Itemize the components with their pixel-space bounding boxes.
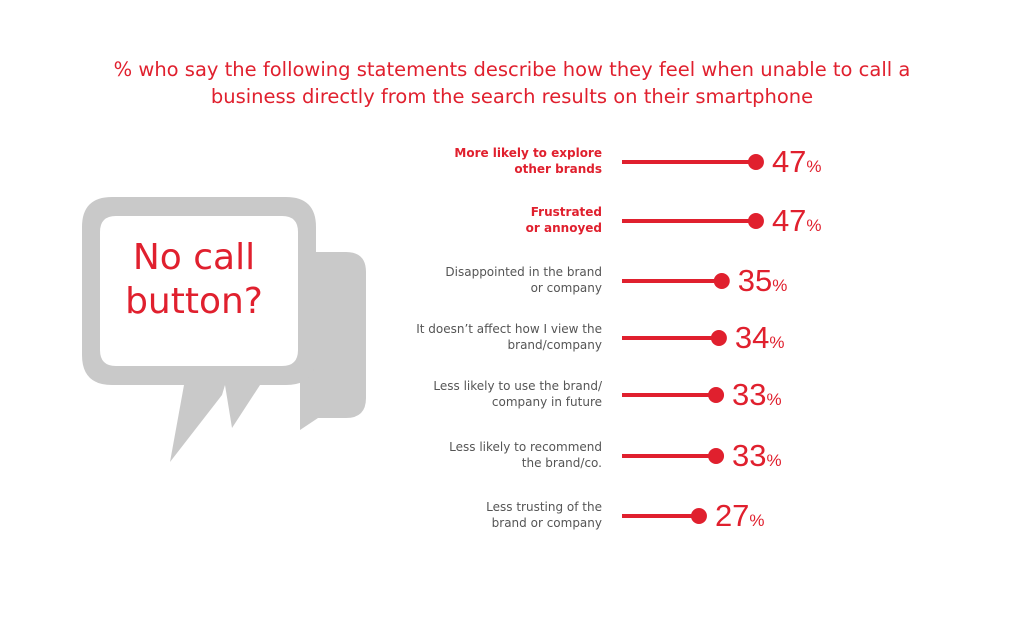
bubble-text-line-1: No call — [132, 237, 256, 278]
value-number-7: 27 — [714, 498, 750, 533]
category-label-7: Less trusting of the brand or company — [362, 499, 602, 531]
value-unit-2: % — [806, 216, 822, 235]
category-label-4: It doesn’t affect how I view the brand/co… — [362, 321, 602, 353]
bar-end-dot-6 — [708, 448, 725, 464]
value-number-2: 47 — [771, 203, 807, 238]
bar-end-dot-3 — [713, 273, 730, 289]
category-label-4-line-2: brand/company — [507, 338, 602, 352]
bar-end-dot-5 — [708, 387, 725, 403]
value-label-4: 34% — [735, 322, 785, 353]
value-label-5: 33% — [732, 379, 782, 410]
category-label-3-line-1: Disappointed in the brand — [445, 265, 602, 279]
value-label-3: 35% — [738, 265, 788, 296]
category-label-7-line-2: brand or company — [491, 516, 602, 530]
value-number-5: 33 — [732, 377, 767, 412]
value-label-1: 47% — [772, 146, 822, 177]
value-number-1: 47 — [771, 144, 807, 179]
value-label-2: 47% — [772, 205, 822, 236]
value-unit-5: % — [766, 390, 782, 409]
value-unit-3: % — [772, 276, 788, 295]
category-label-3-line-2: or company — [530, 281, 602, 295]
bubble-text: No call button? — [104, 236, 284, 324]
chart-title: % who say the following statements descr… — [0, 56, 1024, 110]
category-label-1-line-2: other brands — [514, 162, 602, 176]
value-unit-6: % — [766, 451, 782, 470]
value-number-4: 34 — [734, 320, 770, 355]
value-label-6: 33% — [732, 440, 782, 471]
category-label-2-line-2: or annoyed — [525, 221, 602, 235]
value-number-3: 35 — [737, 263, 773, 298]
front-speech-bubble — [82, 197, 316, 462]
bar-end-dot-1 — [747, 154, 764, 170]
bar-end-dot-2 — [747, 213, 764, 229]
value-label-7: 27% — [715, 500, 765, 531]
category-label-2: Frustrated or annoyed — [362, 204, 602, 236]
category-label-3: Disappointed in the brand or company — [362, 264, 602, 296]
category-label-5-line-2: company in future — [491, 395, 602, 409]
category-label-1-line-1: More likely to explore — [454, 146, 602, 160]
value-number-6: 33 — [732, 438, 767, 473]
bar-end-dot-4 — [710, 330, 727, 346]
category-label-1: More likely to explore other brands — [362, 145, 602, 177]
chart-title-line-2: business directly from the search result… — [210, 85, 814, 108]
category-label-6-line-1: Less likely to recommend — [449, 440, 602, 454]
category-label-5: Less likely to use the brand/company in … — [362, 378, 602, 410]
value-unit-7: % — [749, 511, 765, 530]
category-label-5-line-1: Less likely to use the brand/ — [433, 379, 602, 393]
category-label-4-line-1: It doesn’t affect how I view the — [416, 322, 602, 336]
category-label-6-line-2: the brand/co. — [521, 456, 602, 470]
value-unit-1: % — [806, 157, 822, 176]
category-label-6: Less likely to recommend the brand/co. — [362, 439, 602, 471]
bar-end-dot-7 — [690, 508, 707, 524]
bubble-text-line-2: button? — [125, 281, 263, 322]
category-label-2-line-1: Frustrated — [530, 205, 602, 219]
category-label-7-line-1: Less trusting of the — [486, 500, 602, 514]
value-unit-4: % — [769, 333, 785, 352]
chart-title-line-1: % who say the following statements descr… — [113, 58, 911, 81]
back-speech-bubble — [300, 252, 366, 430]
